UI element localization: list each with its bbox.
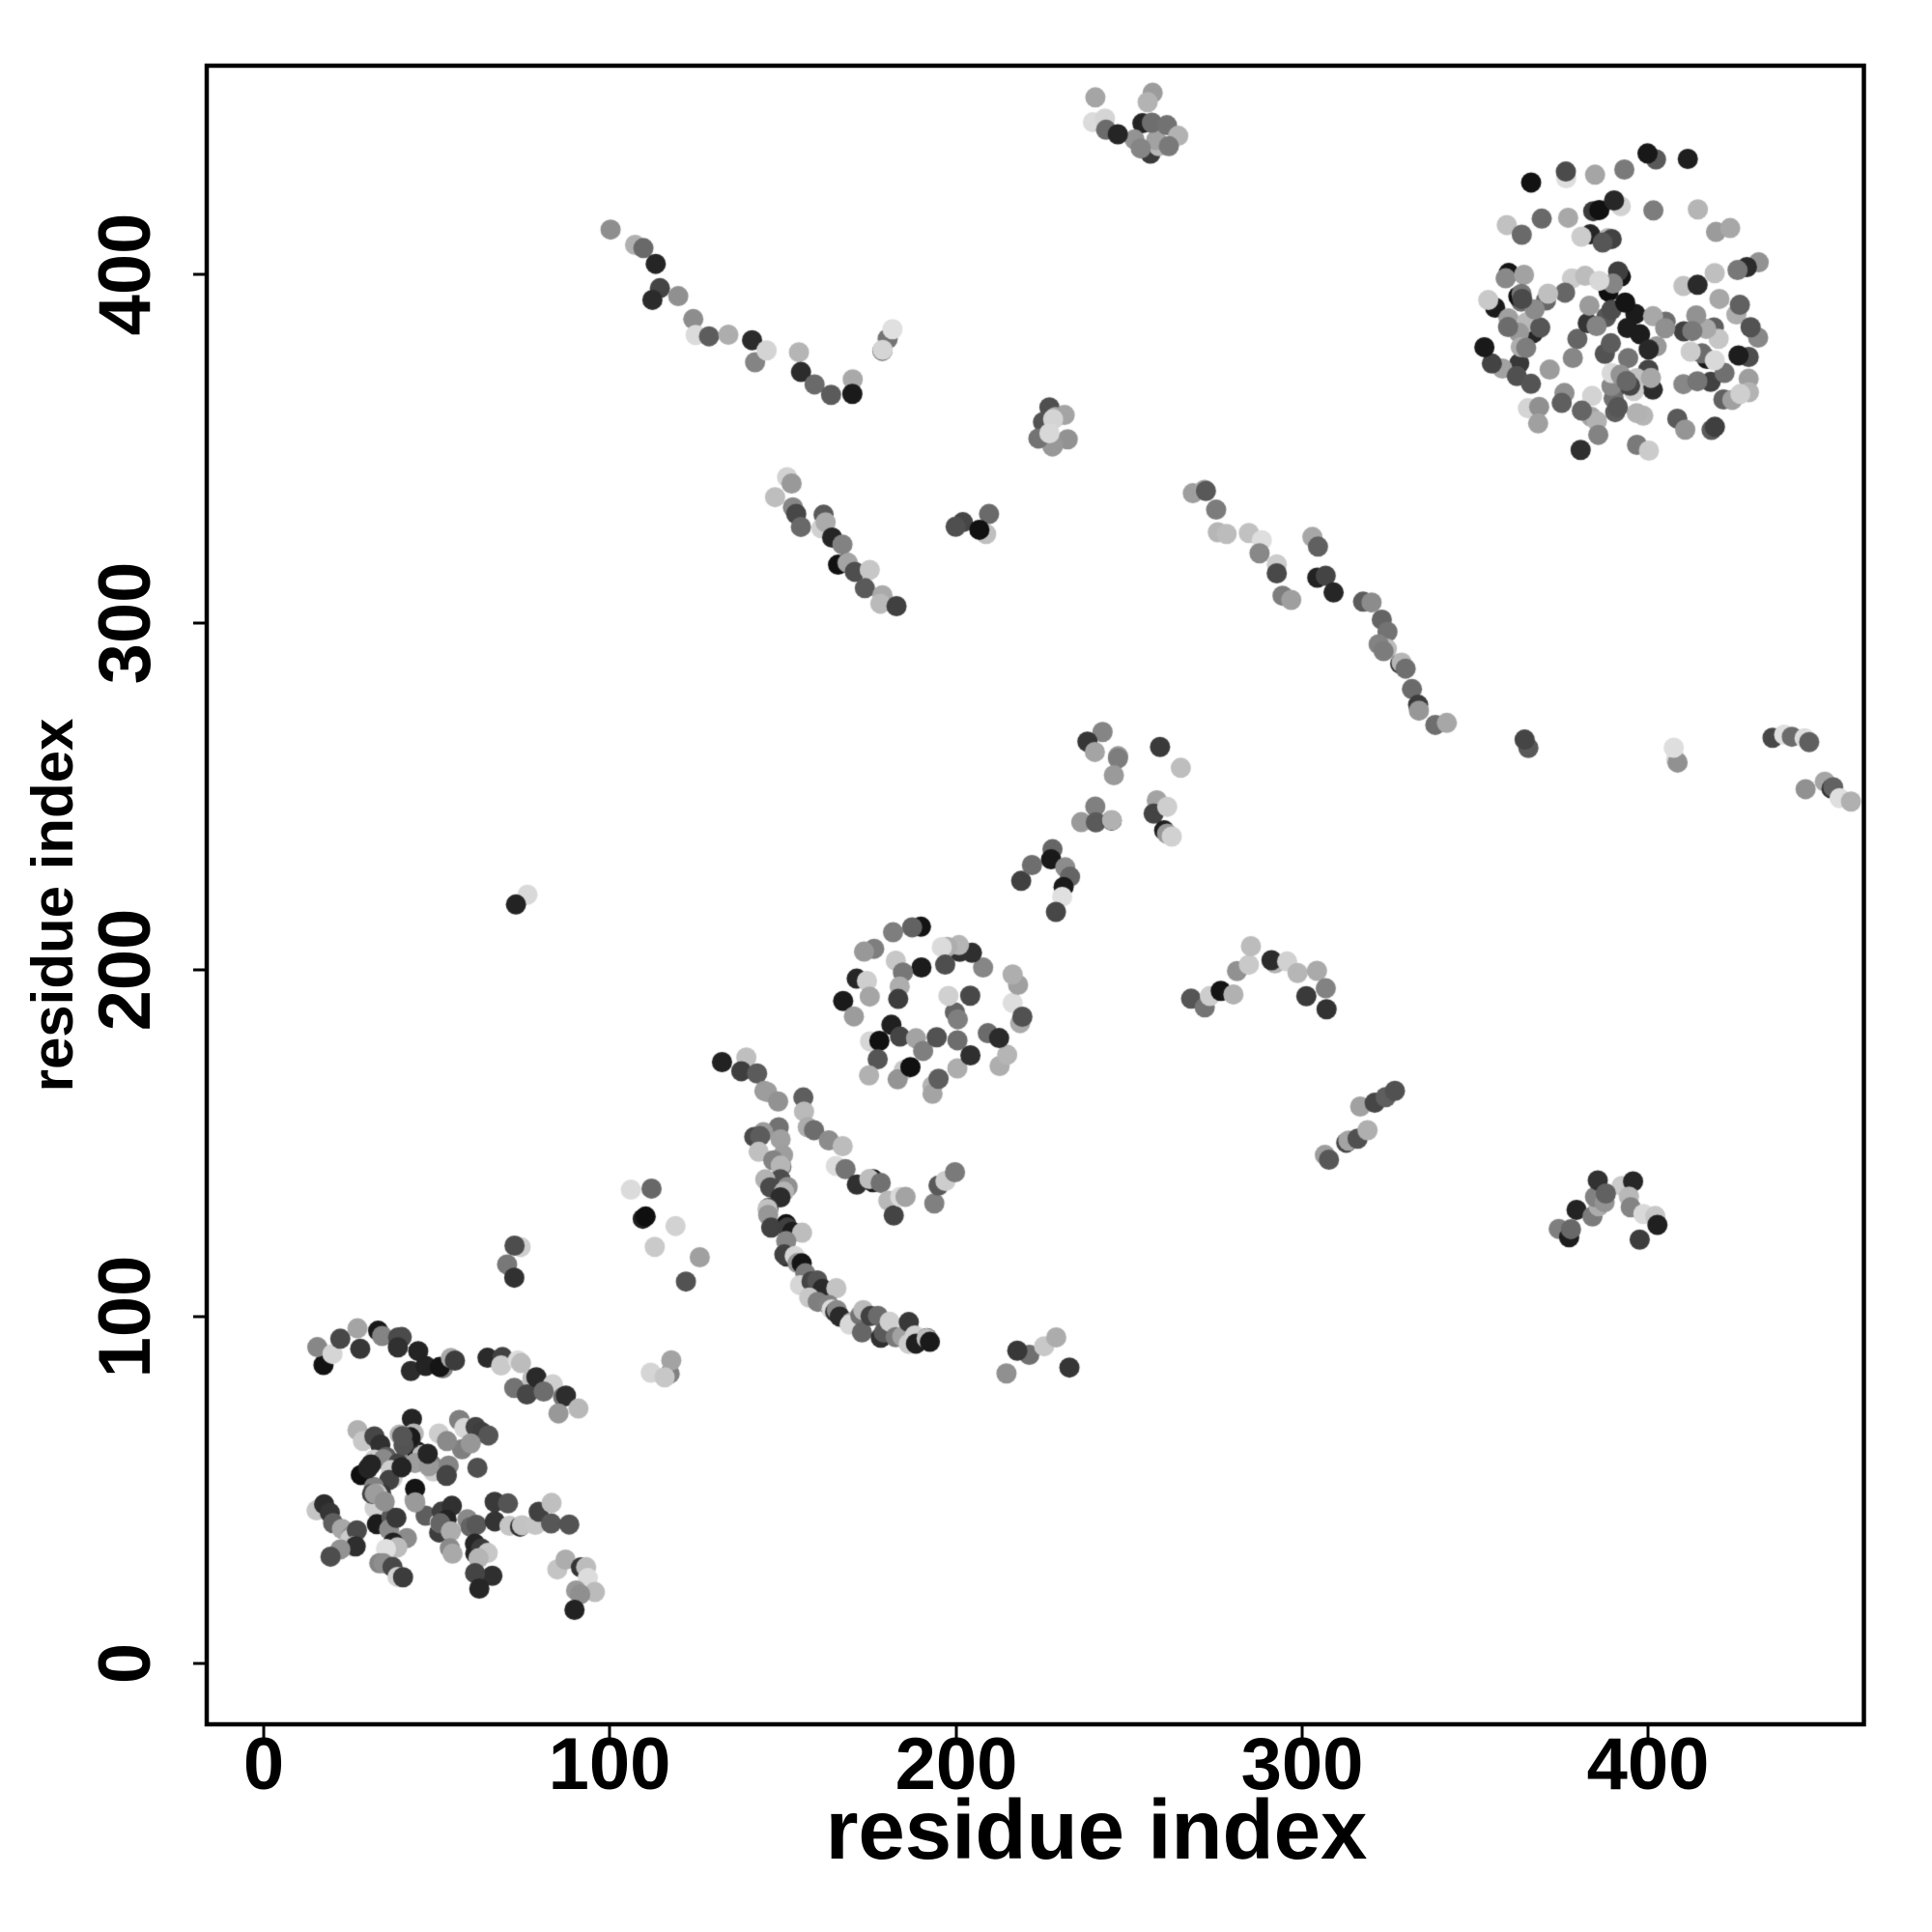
svg-text:400: 400 xyxy=(84,213,166,336)
svg-text:100: 100 xyxy=(84,1256,166,1378)
svg-text:residue index: residue index xyxy=(826,1783,1368,1877)
svg-text:400: 400 xyxy=(1587,1723,1710,1805)
svg-text:300: 300 xyxy=(84,562,166,685)
svg-text:100: 100 xyxy=(549,1723,671,1805)
svg-text:0: 0 xyxy=(84,1643,166,1684)
svg-text:0: 0 xyxy=(243,1723,284,1805)
svg-text:residue index: residue index xyxy=(20,719,85,1093)
svg-text:200: 200 xyxy=(84,909,166,1032)
